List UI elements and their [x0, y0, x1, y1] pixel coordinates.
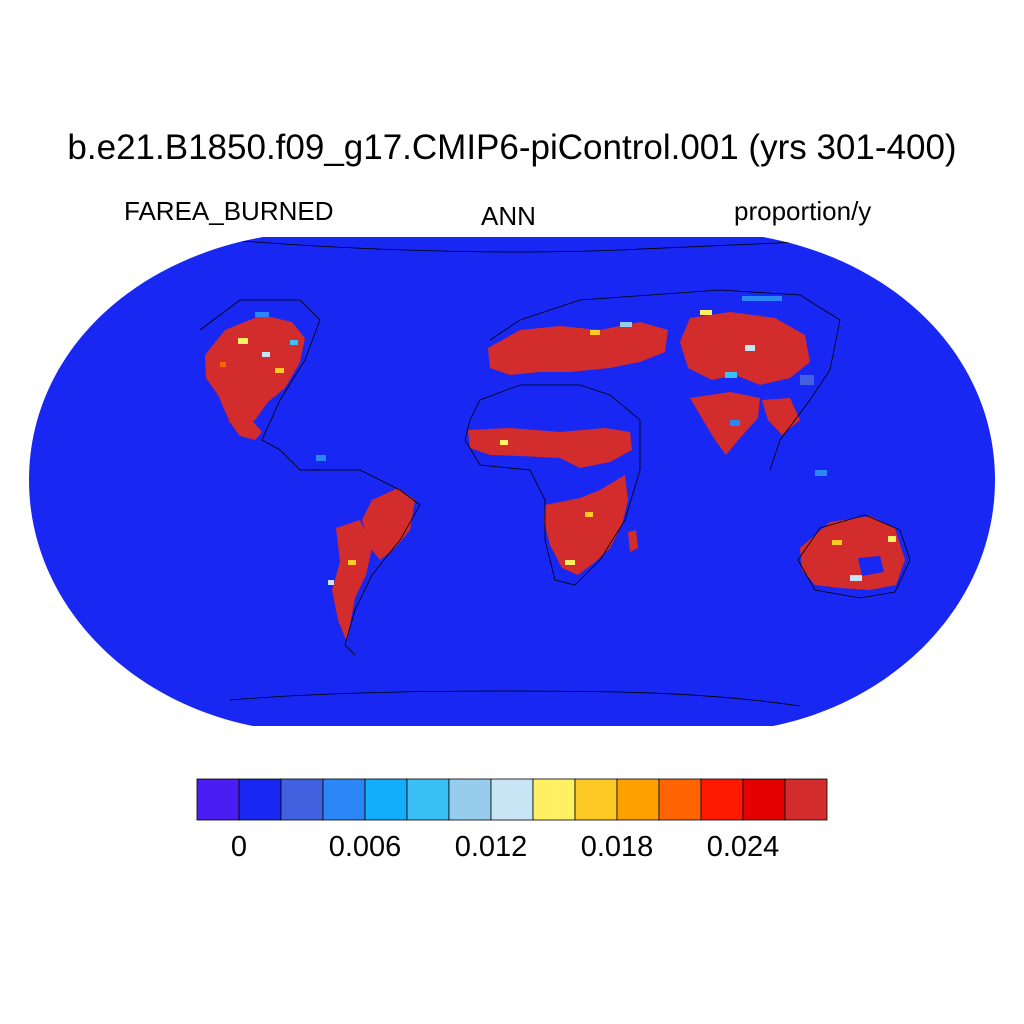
units-label: proportion/y	[734, 196, 872, 226]
colorbar-tick-label: 0.018	[581, 831, 654, 863]
fire-region-madagascar	[628, 530, 638, 552]
plot-title: b.e21.B1850.f09_g17.CMIP6-piControl.001 …	[67, 128, 957, 167]
fire-region-south-america-east	[362, 488, 415, 560]
fire-region-south-america-south	[332, 520, 372, 640]
colorbar-tick-label: 0.006	[329, 831, 402, 863]
fire-speckles	[220, 296, 896, 585]
colorbar-swatch	[784, 778, 828, 821]
colorbar: 0 0.006 0.012 0.018 0.024	[196, 778, 828, 863]
colorbar-swatch	[364, 778, 408, 821]
ocean-background	[29, 237, 995, 726]
coastlines	[199, 239, 911, 707]
fire-region-southern-africa	[544, 475, 628, 575]
world-map	[29, 237, 995, 726]
colorbar-swatch	[322, 778, 366, 821]
colorbar-swatch	[448, 778, 492, 821]
colorbar-tick-label: 0.012	[455, 831, 528, 863]
colorbar-swatch	[616, 778, 660, 821]
variable-label: FAREA_BURNED	[124, 196, 334, 226]
colorbar-swatch	[574, 778, 618, 821]
fire-region-india	[690, 392, 760, 455]
colorbar-tick-label: 0.024	[707, 831, 780, 863]
colorbar-tick-label: 0	[231, 831, 247, 863]
fire-region-sahel	[468, 428, 632, 468]
australia-interior-low	[858, 556, 884, 576]
colorbar-swatch	[532, 778, 576, 821]
colorbar-swatch	[406, 778, 450, 821]
colorbar-swatch	[238, 778, 282, 821]
colorbar-swatch	[196, 778, 240, 821]
period-label: ANN	[481, 201, 536, 231]
colorbar-swatch	[742, 778, 786, 821]
colorbar-swatch	[490, 778, 534, 821]
colorbar-swatch	[658, 778, 702, 821]
colorbar-swatch	[280, 778, 324, 821]
fire-region-north-america	[205, 315, 305, 430]
burned-area-field	[199, 239, 911, 707]
colorbar-swatch	[700, 778, 744, 821]
fire-region-europe	[488, 322, 668, 375]
fire-region-mexico	[228, 418, 262, 440]
